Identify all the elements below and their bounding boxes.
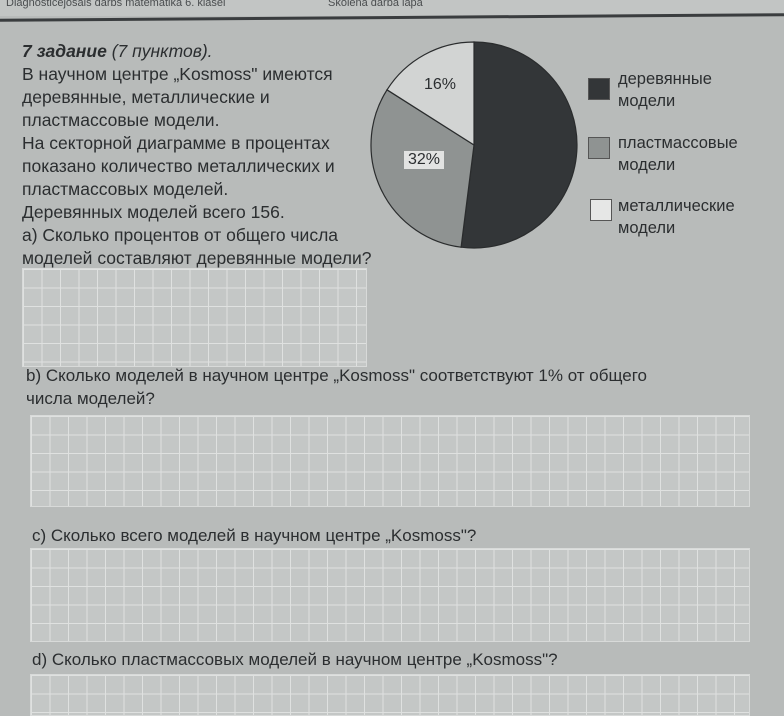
task-line: На секторной диаграмме в процентах <box>22 133 330 153</box>
legend-text: модели <box>618 219 676 237</box>
question-b: числа моделей? <box>26 389 155 408</box>
answer-grid-c[interactable] <box>30 548 750 642</box>
task-points: (7 пунктов). <box>111 41 213 61</box>
legend-swatch-wood <box>588 78 610 100</box>
pie-slice <box>460 41 578 249</box>
legend-text: модели <box>618 156 676 174</box>
pie-chart <box>370 41 578 249</box>
task-line: В научном центре „Kosmoss" имеются <box>22 64 333 84</box>
legend-wood: деревянные модели <box>618 68 712 112</box>
legend-plastic: пластмассовые модели <box>618 132 738 176</box>
answer-grid-d[interactable] <box>30 674 750 716</box>
legend-text: металлические <box>618 197 735 215</box>
task-line: пластмассовых моделей. <box>22 179 229 199</box>
question-c: c) Сколько всего моделей в научном центр… <box>32 526 477 545</box>
legend-text: деревянные <box>618 70 712 88</box>
legend-text: модели <box>618 92 676 110</box>
header-middle: Skolēna darba lapa <box>328 0 423 9</box>
legend-swatch-plastic <box>588 137 610 159</box>
task-line: показано количество металлических и <box>22 156 335 176</box>
task-title: 7 задание <box>22 41 107 61</box>
question-b: b) Сколько моделей в научном центре „Kos… <box>26 366 648 385</box>
answer-grid-a[interactable] <box>22 268 367 367</box>
task-text: 7 задание (7 пунктов). В научном центре … <box>22 40 422 270</box>
slice-label-plastic: 32% <box>404 151 445 169</box>
slice-label-metal: 16% <box>424 76 457 93</box>
pie-slice <box>386 41 475 147</box>
answer-grid-b[interactable] <box>30 415 750 507</box>
task-line: Деревянных моделей всего 156. <box>22 202 285 222</box>
legend-text: пластмассовые <box>618 134 738 152</box>
page-header: Diagnosticējošais darbs matemātikā 6. kl… <box>0 0 784 16</box>
question-a: а) Сколько процентов от общего числа <box>22 225 339 245</box>
legend-metal: металлические модели <box>618 195 735 239</box>
question-a: моделей составляют деревянные модели? <box>22 248 372 268</box>
task-line: пластмассовые модели. <box>22 110 220 130</box>
header-left: Diagnosticējošais darbs matemātikā 6. kl… <box>6 0 226 9</box>
question-d: d) Сколько пластмассовых моделей в научн… <box>32 650 558 669</box>
legend-swatch-metal <box>590 199 612 221</box>
task-line: деревянные, металлические и <box>22 87 270 107</box>
